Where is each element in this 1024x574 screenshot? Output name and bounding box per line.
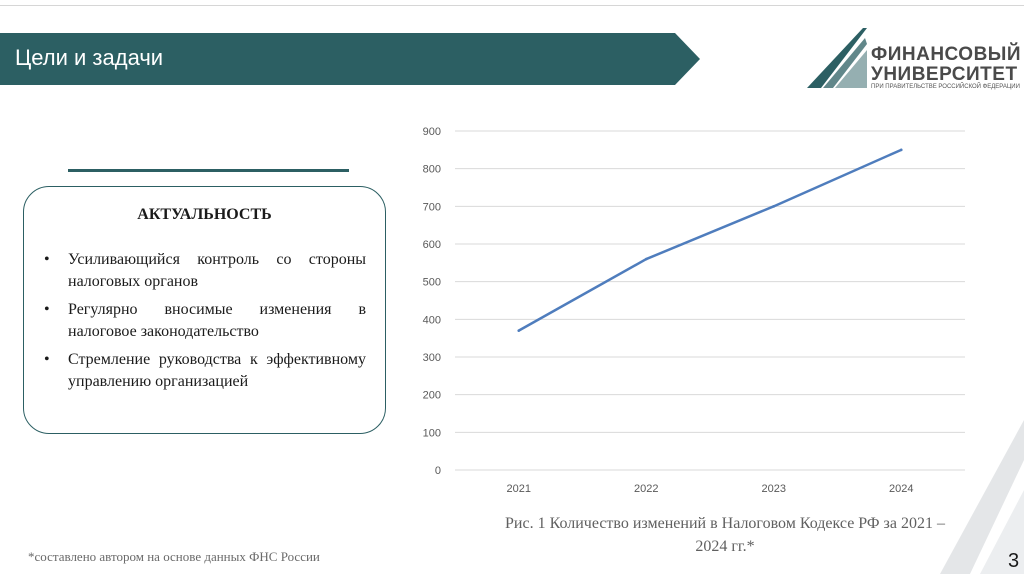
list-item: • Регулярно вносимые изменения в налогов…: [44, 299, 366, 343]
logo-text-line3: ПРИ ПРАВИТЕЛЬСТВЕ РОССИЙСКОЙ ФЕДЕРАЦИИ: [871, 84, 1020, 90]
list-item-text: Усиливающийся контроль со стороны налого…: [68, 251, 366, 290]
relevance-list: • Усиливающийся контроль со стороны нало…: [44, 249, 366, 399]
relevance-card: АКТУАЛЬНОСТЬ • Усиливающийся контроль со…: [23, 186, 386, 434]
bullet-icon: •: [44, 251, 50, 268]
top-divider: [0, 5, 1024, 6]
x-tick-label: 2023: [762, 483, 786, 495]
logo-text-line2: УНИВЕРСИТЕТ: [871, 64, 1018, 85]
y-tick-label: 800: [423, 164, 441, 176]
university-logo: ФИНАНСОВЫЙ УНИВЕРСИТЕТ ПРИ ПРАВИТЕЛЬСТВЕ…: [805, 24, 1022, 94]
y-tick-label: 500: [423, 277, 441, 289]
list-item: • Усиливающийся контроль со стороны нало…: [44, 249, 366, 293]
y-tick-label: 600: [423, 239, 441, 251]
data-point: [772, 205, 776, 208]
data-point: [899, 148, 903, 152]
title-banner-shape: [0, 33, 700, 85]
y-tick-label: 100: [423, 427, 441, 439]
y-tick-label: 0: [435, 465, 441, 477]
list-item-text: Регулярно вносимые изменения в налоговое…: [68, 301, 366, 340]
y-tick-label: 200: [423, 390, 441, 402]
card-heading: АКТУАЛЬНОСТЬ: [137, 206, 272, 223]
series-line: [517, 148, 903, 332]
page-title: Цели и задачи: [15, 45, 164, 70]
bullet-icon: •: [44, 351, 50, 368]
caption-line1: Рис. 1 Количество изменений в Налоговом …: [505, 515, 945, 532]
data-point: [517, 329, 521, 332]
title-banner: Цели и задачи: [0, 33, 700, 85]
logo-emblem-icon: [807, 28, 867, 88]
page-number: 3: [1008, 550, 1020, 572]
chart-svg: 0 100 200 300 400 500 600 700 800 900 2021 2022 2023…: [423, 126, 965, 495]
x-tick-label: 2021: [507, 483, 531, 495]
y-tick-label: 400: [423, 314, 441, 326]
x-tick-label: 2022: [634, 483, 658, 495]
x-tick-label: 2024: [889, 483, 913, 495]
source-footnote: *составлено автором на основе данных ФНС…: [28, 549, 320, 564]
y-tick-label: 300: [423, 352, 441, 364]
data-point: [644, 257, 648, 261]
bullet-icon: •: [44, 301, 50, 318]
changes-line-chart: 0 100 200 300 400 500 600 700 800 900 2021 2022 2023…: [410, 118, 990, 506]
list-item: • Стремление руководства к эффективному …: [44, 349, 366, 393]
figure-caption: Рис. 1 Количество изменений в Налоговом …: [455, 512, 995, 558]
y-tick-label: 700: [423, 201, 441, 213]
logo-text-line1: ФИНАНСОВЫЙ: [871, 44, 1022, 65]
caption-line2: 2024 гг.*: [695, 538, 755, 555]
list-item-text: Стремление руководства к эффективному уп…: [68, 351, 366, 390]
decorative-underline: [68, 169, 349, 172]
y-tick-label: 900: [423, 126, 441, 138]
decorative-corner-graphic: [940, 420, 1024, 574]
